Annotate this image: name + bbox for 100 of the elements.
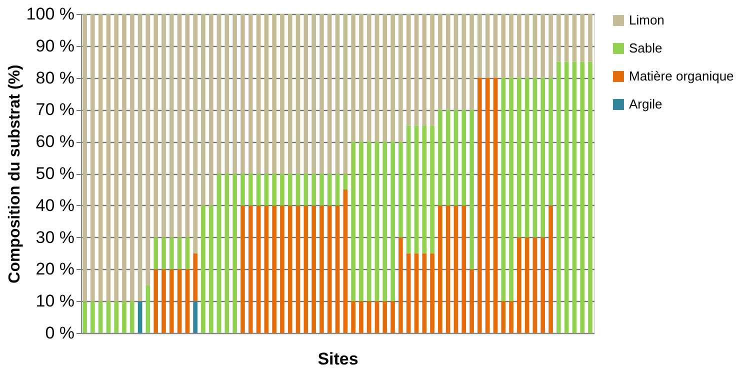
bar — [359, 142, 364, 302]
bar — [422, 253, 427, 333]
bar — [201, 14, 206, 206]
bar — [501, 14, 506, 78]
bar — [382, 301, 388, 333]
bar — [130, 14, 134, 302]
bar — [138, 14, 142, 302]
bar — [382, 14, 388, 142]
bar — [588, 14, 592, 62]
bar — [540, 78, 546, 238]
bar — [327, 14, 332, 174]
bar — [516, 237, 522, 333]
bar — [524, 237, 530, 333]
bar — [193, 14, 198, 254]
bar — [304, 174, 308, 206]
x-axis-title: Sites — [318, 350, 358, 368]
bar — [414, 14, 419, 126]
bar — [398, 237, 403, 333]
bar — [390, 301, 395, 333]
bar — [82, 301, 87, 333]
bar — [446, 110, 450, 206]
bar — [248, 14, 253, 174]
bar — [556, 62, 561, 333]
bar — [138, 301, 142, 333]
bar — [335, 14, 340, 174]
bar — [154, 269, 158, 333]
bar — [232, 174, 237, 333]
bar — [509, 14, 514, 78]
bar — [280, 205, 284, 333]
bar — [320, 205, 324, 333]
bar — [114, 301, 119, 333]
bar — [146, 14, 150, 286]
bar — [422, 126, 427, 254]
bar — [90, 14, 95, 302]
bar — [304, 14, 308, 174]
bar — [470, 269, 474, 333]
bar — [422, 14, 427, 126]
bar — [532, 237, 538, 333]
bar — [564, 14, 569, 62]
bar — [216, 14, 222, 174]
bar — [320, 14, 324, 174]
legend-label: Argile — [629, 96, 662, 112]
bar — [224, 174, 230, 333]
bar — [106, 14, 111, 302]
bar — [288, 14, 292, 174]
y-tick-label: 10 % — [36, 292, 74, 311]
bar — [162, 237, 166, 270]
bar — [248, 174, 253, 206]
bar — [406, 126, 411, 254]
bar — [216, 174, 222, 333]
bar — [106, 301, 111, 333]
bar — [430, 126, 434, 254]
bar — [351, 301, 356, 333]
bar — [532, 78, 538, 238]
bar — [320, 174, 324, 206]
bar — [438, 14, 442, 110]
bar — [485, 14, 490, 78]
bar — [240, 174, 245, 206]
bar — [588, 62, 592, 333]
bar — [256, 14, 261, 174]
bar — [572, 62, 577, 333]
bar — [374, 14, 380, 142]
y-tick-label: 50 % — [36, 164, 74, 183]
bar — [398, 14, 403, 142]
bar — [177, 14, 182, 238]
bar — [548, 205, 553, 333]
bar — [478, 14, 482, 78]
bar — [351, 142, 356, 302]
bar — [572, 14, 577, 62]
bar — [398, 142, 403, 238]
bar — [406, 253, 411, 333]
bar — [382, 142, 388, 302]
bar — [98, 301, 103, 333]
bar — [272, 205, 276, 333]
bar — [256, 174, 261, 206]
bar — [264, 14, 269, 174]
bar — [162, 269, 166, 333]
bar — [406, 14, 411, 126]
bar — [470, 14, 474, 110]
legend-label: Matière organique — [629, 68, 734, 84]
bar — [343, 14, 348, 174]
bar — [501, 301, 506, 333]
bar — [114, 14, 119, 302]
bar — [366, 142, 372, 302]
bar — [540, 14, 546, 78]
bar — [454, 14, 458, 110]
bar — [390, 142, 395, 302]
bar — [122, 301, 126, 333]
bar — [208, 205, 214, 333]
bar — [193, 253, 198, 302]
bar — [264, 174, 269, 206]
bar — [224, 14, 230, 174]
y-tick-label: 60 % — [36, 132, 74, 152]
bar — [185, 14, 190, 238]
bar — [438, 110, 442, 206]
bar — [446, 14, 450, 110]
bar — [169, 237, 174, 270]
bar — [462, 110, 466, 206]
bar — [169, 269, 174, 333]
bar — [366, 301, 372, 333]
